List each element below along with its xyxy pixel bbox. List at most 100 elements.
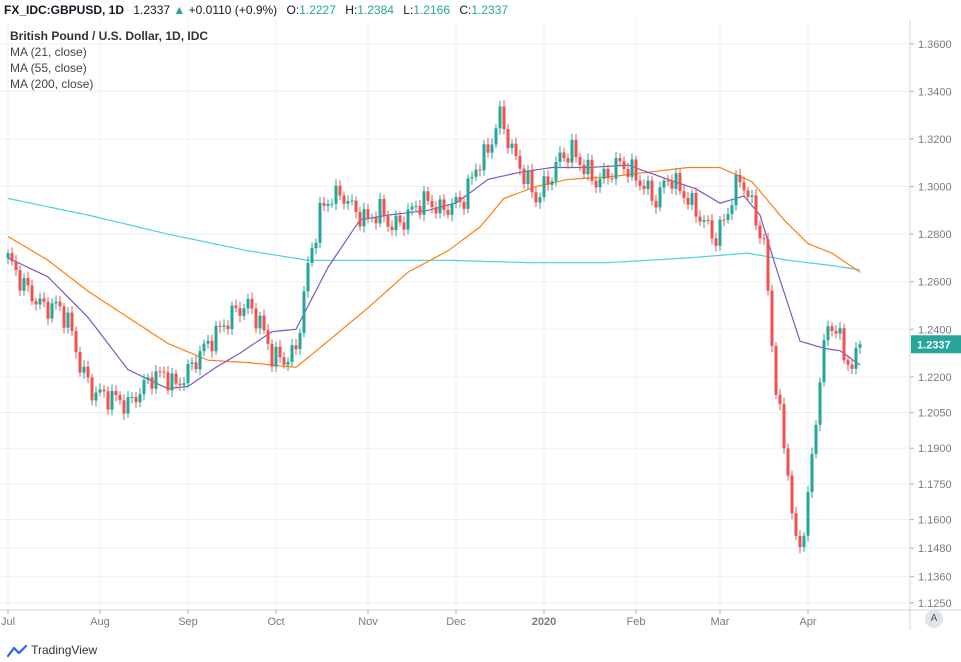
candle-body — [258, 315, 262, 329]
candle-body — [354, 200, 358, 213]
candle-body — [74, 331, 78, 353]
candle-body — [90, 377, 94, 401]
candle-body — [326, 203, 330, 206]
candle-body — [46, 301, 50, 319]
candle-body — [762, 238, 766, 240]
price-tick-label: 1.3000 — [918, 182, 952, 194]
candle-body — [694, 193, 698, 217]
price-tick-label: 1.2600 — [918, 277, 952, 289]
candle-body — [846, 360, 850, 365]
candle-body — [94, 392, 98, 401]
candle-body — [438, 199, 442, 214]
price-tag-label: 1.2337 — [917, 339, 951, 351]
time-axis[interactable]: Jul Aug Sep Oct Nov Dec 2020 Feb Mar Apr — [1, 610, 817, 628]
candle-body — [278, 346, 282, 358]
candle-body — [838, 328, 842, 334]
candle-body — [678, 173, 682, 192]
candle-body — [646, 180, 650, 190]
time-tick-label: Sep — [178, 616, 198, 628]
candle-body — [662, 180, 666, 188]
time-tick-label: Apr — [799, 616, 816, 628]
candle-body — [466, 178, 470, 209]
candle-body — [454, 196, 458, 204]
candle-body — [650, 180, 654, 201]
candle-body — [842, 328, 846, 361]
candle-body — [262, 315, 266, 331]
price-tick-label: 1.1360 — [918, 572, 952, 584]
close-label: C: — [459, 3, 472, 17]
candle-body — [322, 202, 326, 206]
candle-body — [86, 366, 90, 378]
candle-body — [398, 215, 402, 223]
last-price: 1.2337 — [133, 3, 171, 17]
candle-body — [426, 191, 430, 201]
candle-body — [782, 404, 786, 449]
candle-body — [54, 301, 58, 304]
candle-body — [666, 180, 670, 182]
candle-body — [234, 305, 238, 309]
candle-body — [750, 195, 754, 197]
candle-body — [706, 220, 710, 222]
candle-body — [690, 193, 694, 205]
candle-body — [514, 143, 518, 156]
candle-body — [270, 343, 274, 367]
low-value: 1.2166 — [413, 3, 450, 17]
candle-body — [674, 173, 678, 189]
candle-body — [718, 219, 722, 246]
symbol-label[interactable]: FX_IDC:GBPUSD, 1D — [4, 3, 125, 17]
candle-body — [394, 215, 398, 231]
candle-body — [162, 371, 166, 373]
candle-body — [510, 143, 514, 149]
candle-body — [166, 372, 170, 391]
brand-footer[interactable]: TradingView — [6, 640, 97, 660]
candle-body — [30, 285, 34, 302]
candle-body — [766, 239, 770, 291]
candle-body — [742, 182, 746, 191]
price-tick-label: 1.1480 — [918, 543, 952, 555]
candle-body — [130, 396, 134, 398]
candle-body — [534, 192, 538, 203]
price-tick-label: 1.2800 — [918, 229, 952, 241]
candle-body — [446, 210, 450, 215]
brand-label: TradingView — [31, 643, 98, 657]
candle-body — [294, 345, 298, 350]
candle-body — [594, 180, 598, 188]
candle-body — [714, 238, 718, 246]
open-value: 1.2227 — [299, 3, 336, 17]
candle-body — [826, 326, 830, 341]
candle-body — [734, 175, 738, 206]
plot-area[interactable] — [0, 20, 910, 610]
candle-body — [622, 161, 626, 169]
candle-body — [670, 180, 674, 189]
ma21-line — [7, 164, 861, 390]
price-axis[interactable]: 1.3600 1.3400 1.3200 1.3000 1.2800 1.2600 1.24… — [910, 39, 952, 610]
candle-body — [682, 191, 686, 198]
last-price-tag: 1.2337 — [911, 335, 961, 354]
candle-body — [574, 139, 578, 157]
time-tick-label: Mar — [711, 616, 730, 628]
candle-body — [778, 394, 782, 405]
candle-body — [854, 347, 858, 369]
candle-body — [642, 185, 646, 190]
price-tick-label: 1.1600 — [918, 515, 952, 527]
ma200-path — [7, 197, 861, 271]
price-tick-label: 1.1900 — [918, 443, 952, 455]
candle-body — [430, 200, 434, 208]
time-tick-label: Nov — [358, 616, 378, 628]
candle-body — [38, 298, 42, 305]
auto-scale-button[interactable]: A — [925, 610, 943, 628]
candle-body — [482, 144, 486, 171]
candle-body — [850, 364, 854, 369]
legend-ma21[interactable]: MA (21, close) — [10, 45, 87, 59]
candle-body — [250, 298, 254, 309]
candle-body — [170, 373, 174, 391]
time-tick-label: Dec — [446, 616, 466, 628]
candle-body — [726, 214, 730, 220]
candle-body — [630, 159, 634, 177]
high-value: 1.2384 — [357, 3, 394, 17]
legend-ma200[interactable]: MA (200, close) — [10, 77, 94, 91]
price-chart[interactable]: 1.3600 1.3400 1.3200 1.3000 1.2800 1.2600 1.24… — [0, 20, 961, 640]
candle-body — [518, 155, 522, 169]
candle-body — [806, 492, 810, 536]
legend-ma55[interactable]: MA (55, close) — [10, 61, 87, 75]
